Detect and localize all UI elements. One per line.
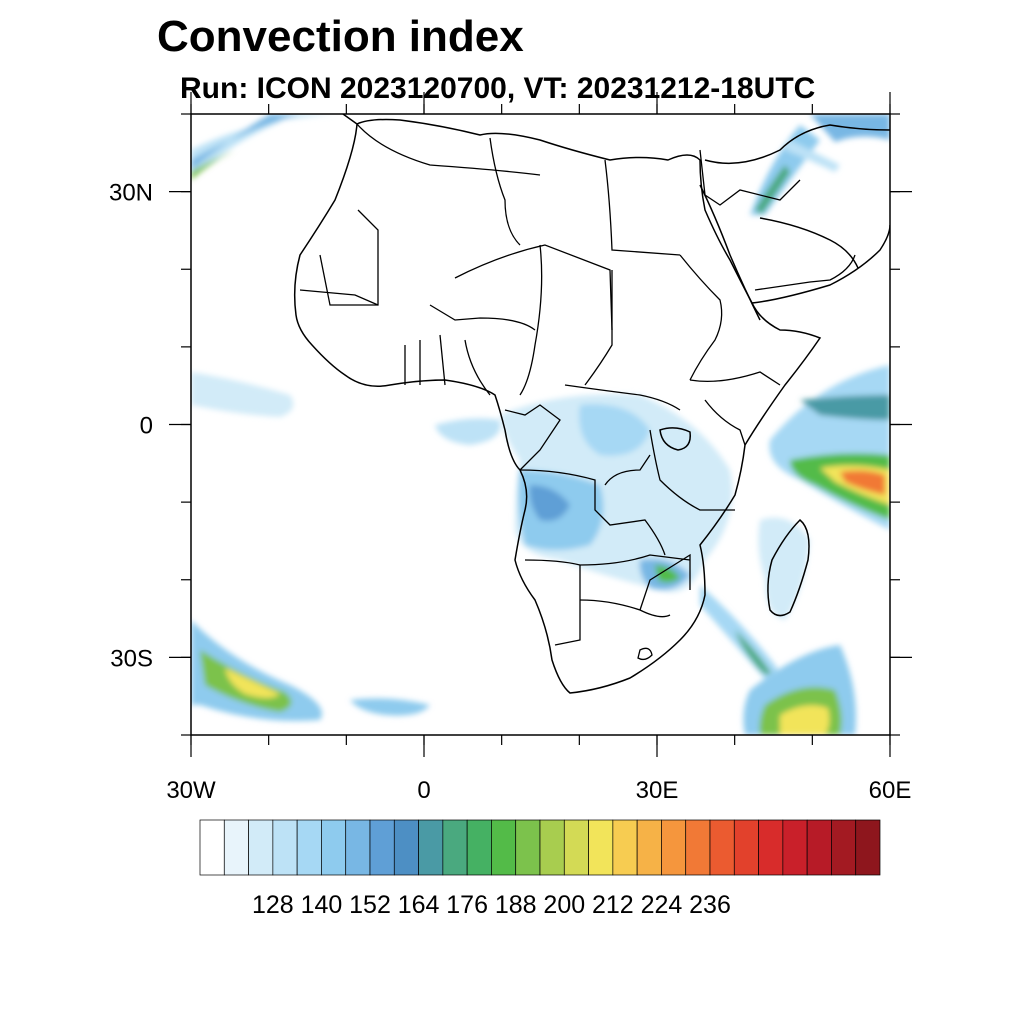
colorbar-swatch [685, 819, 711, 876]
colorbar-swatch [199, 819, 225, 876]
colorbar-swatch [709, 819, 735, 876]
colorbar [199, 819, 881, 876]
colorbar-swatch [296, 819, 322, 876]
lon-tick-label: 60E [869, 777, 912, 804]
colorbar-swatch [393, 819, 419, 876]
axis-tick-labels: 30W 0 30E 60E 30N 0 30S [109, 180, 911, 804]
colorbar-swatch [588, 819, 614, 876]
colorbar-swatch [515, 819, 541, 876]
colorbar-swatch [612, 819, 638, 876]
colorbar-label: 200 [543, 891, 585, 919]
colorbar-swatch [248, 819, 274, 876]
colorbar-swatch [369, 819, 395, 876]
colorbar-swatch [539, 819, 565, 876]
convection-indian-ocean [769, 365, 890, 530]
convection-madagascar [758, 517, 810, 620]
lon-tick-label: 30E [636, 777, 679, 804]
colorbar-swatch [272, 819, 298, 876]
chart-title: Convection index [157, 12, 524, 61]
madagascar-coast [767, 518, 810, 617]
colorbar-label: 152 [349, 891, 391, 919]
convection-field [191, 114, 890, 735]
colorbar-labels: 128 140 152 164 176 188 200 212 224 236 [252, 891, 731, 919]
colorbar-label: 164 [398, 891, 440, 919]
colorbar-swatch [806, 819, 832, 876]
colorbar-swatch [782, 819, 808, 876]
colorbar-label: 188 [495, 891, 537, 919]
colorbar-swatch [491, 819, 517, 876]
convection-south-atlantic [191, 620, 430, 721]
colorbar-swatch [636, 819, 662, 876]
colorbar-swatch [563, 819, 589, 876]
lat-tick-label: 30N [109, 180, 153, 207]
convection-mozambique [700, 585, 779, 685]
country-borders [299, 123, 856, 661]
convection-north-atlantic [191, 114, 335, 180]
colorbar-swatch [733, 819, 759, 876]
colorbar-swatch [321, 819, 347, 876]
lat-tick-label: 0 [140, 413, 153, 440]
lon-tick-label: 0 [417, 777, 430, 804]
colorbar-label: 128 [252, 891, 294, 919]
colorbar-swatch [418, 819, 444, 876]
colorbar-swatch [661, 819, 687, 876]
arabia-coast [704, 124, 890, 304]
lon-tick-label: 30W [166, 777, 216, 804]
chart-subtitle: Run: ICON 2023120700, VT: 20231212-18UTC [180, 72, 816, 105]
colorbar-label: 212 [592, 891, 634, 919]
coastlines [293, 114, 890, 694]
lat-tick-label: 30S [110, 645, 153, 672]
axis-ticks [169, 92, 912, 757]
colorbar-swatch [758, 819, 784, 876]
colorbar-swatch [855, 819, 881, 876]
convection-central-africa [500, 394, 733, 592]
colorbar-label: 176 [446, 891, 488, 919]
colorbar-swatch [223, 819, 249, 876]
lake-victoria [659, 427, 691, 451]
convection-equatorial-atlantic [191, 372, 501, 445]
colorbar-label: 224 [641, 891, 683, 919]
colorbar-swatch [442, 819, 468, 876]
colorbar-label: 140 [301, 891, 343, 919]
africa-coastline [293, 114, 822, 694]
colorbar-swatch [345, 819, 371, 876]
colorbar-swatch [466, 819, 492, 876]
convection-southwest-indian [743, 645, 856, 735]
colorbar-label: 236 [689, 891, 731, 919]
colorbar-swatch [831, 819, 857, 876]
red-sea-coast [699, 184, 761, 321]
